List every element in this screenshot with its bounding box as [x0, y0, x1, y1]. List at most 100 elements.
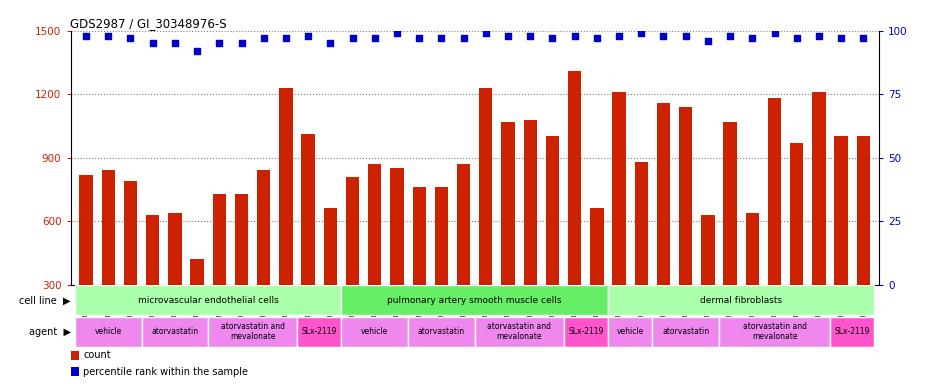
Point [678, 33, 693, 39]
Text: atorvastatin and
mevalonate: atorvastatin and mevalonate [221, 323, 285, 341]
FancyBboxPatch shape [142, 317, 208, 347]
Text: cell line  ▶: cell line ▶ [20, 295, 70, 305]
Bar [657, 103, 670, 348]
FancyBboxPatch shape [475, 317, 564, 347]
Bar [368, 164, 382, 348]
Point [790, 35, 805, 41]
Point [811, 33, 826, 39]
Point [145, 40, 160, 46]
FancyBboxPatch shape [341, 317, 408, 347]
Point [523, 33, 538, 39]
FancyBboxPatch shape [564, 317, 608, 347]
Point [589, 35, 604, 41]
Point [190, 48, 205, 54]
Bar [790, 143, 804, 348]
Point [257, 35, 272, 41]
Bar [434, 187, 448, 348]
Bar [346, 177, 359, 348]
FancyBboxPatch shape [830, 317, 874, 347]
Bar [457, 164, 470, 348]
FancyBboxPatch shape [208, 317, 297, 347]
FancyBboxPatch shape [341, 285, 608, 315]
Point [612, 33, 627, 39]
Text: agent  ▶: agent ▶ [29, 327, 70, 337]
Text: vehicle: vehicle [617, 327, 644, 336]
FancyBboxPatch shape [75, 317, 142, 347]
Point [700, 38, 715, 44]
Bar [302, 134, 315, 348]
Point [656, 33, 671, 39]
Bar [257, 170, 271, 348]
Point [212, 40, 227, 46]
Bar [835, 136, 848, 348]
Point [389, 30, 404, 36]
Bar [390, 168, 403, 348]
Point [278, 35, 293, 41]
Bar [124, 181, 137, 348]
Bar [235, 194, 248, 348]
Point [167, 40, 182, 46]
Text: SLx-2119: SLx-2119 [302, 327, 337, 336]
Text: atorvastatin: atorvastatin [151, 327, 198, 336]
Bar [323, 209, 337, 348]
Text: atorvastatin: atorvastatin [662, 327, 710, 336]
Text: percentile rank within the sample: percentile rank within the sample [84, 367, 248, 377]
Bar [413, 187, 426, 348]
Bar [568, 71, 581, 348]
Text: SLx-2119: SLx-2119 [568, 327, 603, 336]
Point [345, 35, 360, 41]
Bar [191, 259, 204, 348]
Point [834, 35, 849, 41]
Text: count: count [84, 350, 111, 360]
Bar [168, 213, 181, 348]
FancyBboxPatch shape [719, 317, 830, 347]
Bar [812, 92, 825, 348]
Point [478, 30, 494, 36]
Point [456, 35, 471, 41]
Bar [612, 92, 626, 348]
Point [368, 35, 383, 41]
Text: vehicle: vehicle [361, 327, 388, 336]
Point [767, 30, 782, 36]
Bar [590, 209, 603, 348]
Bar [79, 175, 93, 348]
FancyBboxPatch shape [75, 285, 341, 315]
Bar [634, 162, 648, 348]
FancyBboxPatch shape [408, 317, 475, 347]
FancyBboxPatch shape [652, 317, 719, 347]
Text: atorvastatin and
mevalonate: atorvastatin and mevalonate [743, 323, 807, 341]
FancyBboxPatch shape [297, 317, 341, 347]
Bar [102, 170, 115, 348]
Point [744, 35, 760, 41]
FancyBboxPatch shape [608, 317, 652, 347]
Bar [724, 122, 737, 348]
Text: atorvastatin: atorvastatin [417, 327, 465, 336]
Text: dermal fibroblasts: dermal fibroblasts [700, 296, 782, 305]
Bar [745, 213, 759, 348]
Text: GDS2987 / GI_30348976-S: GDS2987 / GI_30348976-S [70, 17, 227, 30]
Bar [479, 88, 493, 348]
Point [123, 35, 138, 41]
Text: microvascular endothelial cells: microvascular endothelial cells [138, 296, 278, 305]
Point [301, 33, 316, 39]
Point [101, 33, 116, 39]
Bar [70, 351, 79, 360]
Bar [70, 367, 79, 376]
Text: vehicle: vehicle [95, 327, 122, 336]
Bar [701, 215, 714, 348]
FancyBboxPatch shape [608, 285, 874, 315]
Text: atorvastatin and
mevalonate: atorvastatin and mevalonate [487, 323, 551, 341]
Point [545, 35, 560, 41]
Point [500, 33, 515, 39]
Text: pulmonary artery smooth muscle cells: pulmonary artery smooth muscle cells [387, 296, 562, 305]
Point [412, 35, 427, 41]
Bar [768, 98, 781, 348]
Point [434, 35, 449, 41]
Point [855, 35, 870, 41]
Bar [146, 215, 160, 348]
Bar [212, 194, 226, 348]
Point [634, 30, 649, 36]
Bar [524, 119, 537, 348]
Point [234, 40, 249, 46]
Bar [679, 107, 693, 348]
